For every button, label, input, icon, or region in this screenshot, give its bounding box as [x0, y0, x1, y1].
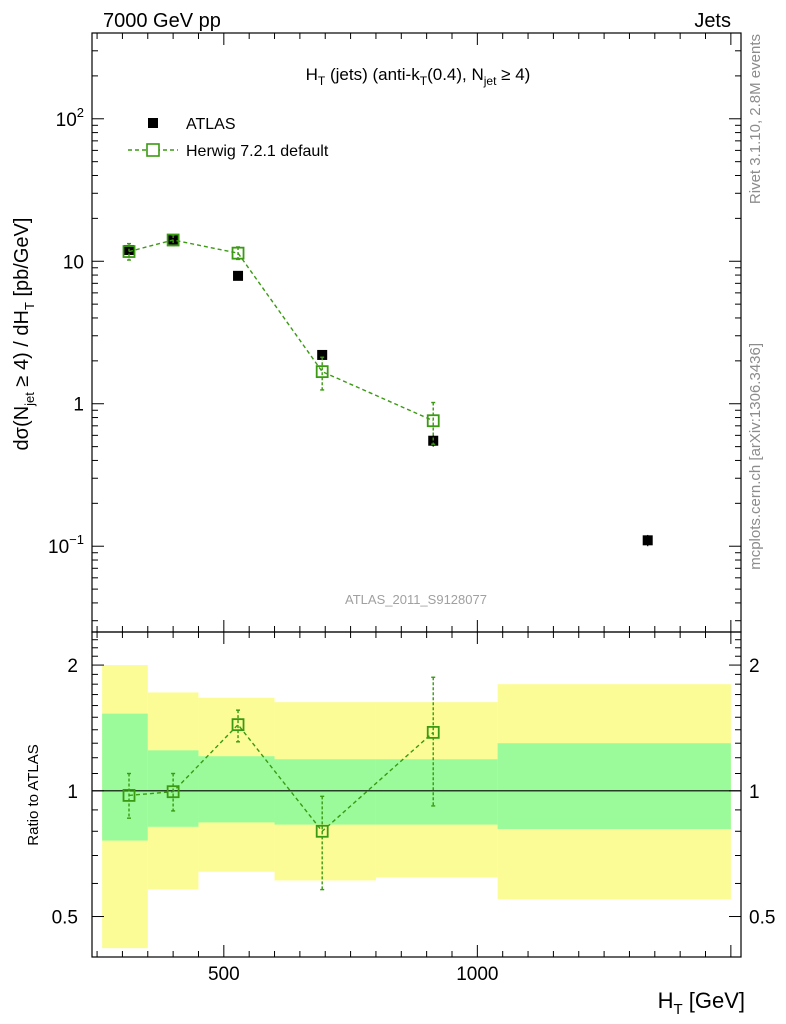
ratio-panel-frame [91, 631, 742, 958]
ratio-y-tick-label-right: 2 [749, 656, 760, 677]
ratio-y-tick-label-left: 1 [67, 782, 78, 803]
herwig-ratio-point [426, 725, 440, 739]
legend-marker-atlas [148, 118, 158, 128]
herwig-line [128, 239, 434, 422]
y-tick-label: 10−1 [48, 532, 84, 558]
ratio-y-axis-label: Ratio to ATLAS [25, 744, 42, 845]
herwig-point [315, 365, 329, 379]
ratio-panel-axes: 500 1000 0.5 0.5 1 1 2 2 [52, 631, 775, 985]
herwig-ratio-point [122, 788, 136, 802]
herwig-ratio-line [128, 723, 434, 833]
header-right: Jets [694, 10, 731, 32]
main-panel-marks [122, 233, 653, 547]
herwig-point [122, 245, 136, 258]
ratio-y-tick-label-left: 0.5 [52, 908, 78, 929]
rivet-version-label: Rivet 3.1.10, 2.8M events [747, 34, 764, 204]
ratio-band-inner-2 [198, 756, 275, 823]
ratio-band-inner-3 [274, 759, 376, 825]
herwig-ratio-point [315, 824, 329, 838]
main-y-axis-label: dσ(Njet ≥ 4) / dHT [pb/GeV] [11, 218, 37, 451]
legend-label-atlas: ATLAS [186, 116, 236, 133]
y-tick-label: 102 [56, 105, 84, 131]
atlas-data-point [428, 435, 439, 446]
herwig-point [231, 246, 245, 260]
ratio-panel-marks [122, 676, 440, 891]
mcplots-reference-label: mcplots.cern.ch [arXiv:1306.3436] [747, 343, 764, 570]
x-tick-label: 500 [208, 964, 240, 985]
plot-title: HT (jets) (anti-kT(0.4), Njet ≥ 4) [306, 65, 531, 88]
atlas-data-point [642, 535, 653, 546]
legend-marker-herwig [146, 143, 160, 157]
x-tick-label: 1000 [456, 964, 498, 985]
atlas-data-point [317, 349, 328, 360]
legend-label-herwig: Herwig 7.2.1 default [186, 143, 329, 160]
ratio-y-tick-label-right: 1 [749, 782, 760, 803]
ratio-uncertainty-bands [102, 665, 731, 949]
ratio-band-inner-0 [102, 713, 148, 841]
ratio-y-tick-label-left: 2 [67, 656, 78, 677]
ratio-y-tick-label-right: 0.5 [749, 908, 775, 929]
x-axis-label: HT [GeV] [658, 988, 745, 1018]
atlas-data-point [233, 270, 244, 281]
herwig-ratio-point [166, 785, 180, 799]
herwig-point [166, 233, 180, 247]
ratio-band-inner-5 [497, 743, 731, 830]
ratio-band-inner-4 [375, 759, 498, 825]
header-left: 7000 GeV pp [103, 10, 221, 32]
herwig-point [426, 414, 440, 428]
y-tick-label: 10 [63, 252, 84, 273]
main-panel-axes: 10−1 1 10 102 [48, 32, 742, 633]
herwig-ratio-point [231, 718, 245, 732]
legend: ATLAS Herwig 7.2.1 default [128, 116, 329, 160]
y-tick-label: 1 [73, 395, 84, 416]
analysis-watermark: ATLAS_2011_S9128077 [345, 592, 487, 607]
